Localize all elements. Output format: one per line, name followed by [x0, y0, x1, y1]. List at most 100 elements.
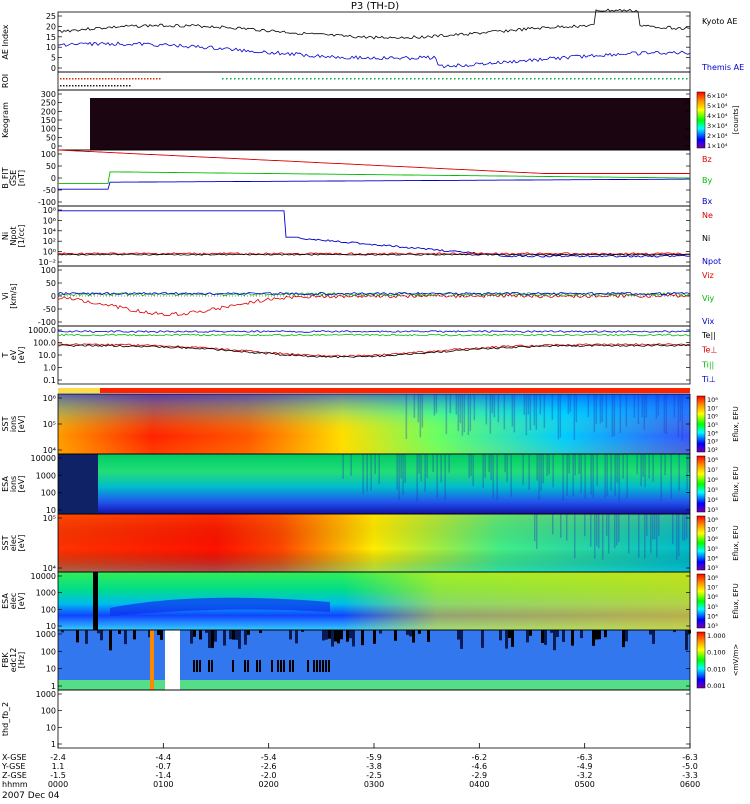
roi-marker	[446, 78, 448, 80]
colorbar-label: [counts]	[732, 105, 740, 134]
roi-marker	[129, 85, 131, 87]
fbk-cell	[550, 630, 553, 633]
fbk-cell	[244, 660, 246, 672]
spectrogram-streak	[638, 394, 640, 424]
fbk-cell	[199, 660, 201, 672]
x-tick-label: -3.3	[682, 771, 698, 780]
fbk-cell	[337, 630, 340, 643]
spectrogram-streak	[434, 394, 436, 416]
y-tick-label: 150	[41, 116, 56, 125]
spectrogram-streak	[634, 394, 636, 418]
spectrogram-streak	[678, 514, 680, 556]
series-ni	[58, 254, 690, 255]
colorbar-tick-label: 10⁴	[707, 612, 718, 620]
spectrogram-streak	[606, 454, 608, 496]
spectrogram-streak	[342, 454, 344, 479]
roi-marker	[658, 78, 660, 80]
y-tick-label: 10⁵	[43, 514, 56, 523]
y-tick-label: 1000.0	[28, 326, 56, 335]
spectrogram-streak	[528, 394, 530, 415]
spectrogram-streak	[584, 514, 586, 536]
spectrogram-streak	[646, 514, 648, 536]
spectrogram-streak	[414, 394, 416, 418]
spectrogram-streak	[600, 394, 602, 423]
x-tick-label: -5.0	[682, 762, 698, 771]
roi-marker	[90, 78, 92, 80]
roi-marker	[682, 78, 684, 80]
roi-marker	[156, 78, 158, 80]
y-tick-label: 1	[51, 740, 56, 749]
x-tick-label: 0200	[258, 780, 278, 789]
spectrogram-streak	[644, 454, 646, 487]
legend-bz: Bz	[702, 155, 712, 164]
roi-marker	[120, 85, 122, 87]
colorbar-tick-label: 10⁴	[707, 429, 718, 437]
spectrogram-streak	[490, 394, 492, 434]
y-tick-label: 10²	[43, 237, 56, 246]
spectrogram-streak	[424, 454, 426, 492]
y-tick-label: -50	[43, 186, 56, 195]
roi-marker	[290, 78, 292, 80]
spectrogram-streak	[672, 514, 674, 544]
roi-marker	[298, 78, 300, 80]
y-tick-label: 10000	[31, 572, 56, 581]
roi-marker	[126, 78, 128, 80]
roi-marker	[278, 78, 280, 80]
spectrogram-streak	[566, 514, 568, 541]
colorbar-tick-label: 10⁶	[707, 476, 718, 484]
legend-ti: Ti⊥	[701, 375, 716, 384]
y-tick-label: 0.1	[43, 376, 56, 385]
spectrogram-streak	[674, 394, 676, 418]
roi-marker	[123, 85, 125, 87]
fbk-cell	[562, 630, 565, 642]
y-tick-label: 10⁶	[43, 216, 56, 225]
spectrogram-streak	[418, 454, 420, 474]
y-axis-label: [km/s]	[9, 283, 18, 309]
roi-marker	[438, 78, 440, 80]
roi-marker	[366, 78, 368, 80]
legend-te: Te⊥	[701, 346, 717, 355]
roi-marker	[442, 78, 444, 80]
keogram-image	[90, 98, 690, 150]
colorbar	[697, 396, 705, 452]
spectrogram-streak	[522, 454, 524, 485]
spectrogram-streak	[686, 454, 688, 490]
roi-marker	[105, 78, 107, 80]
fbk-cell	[232, 630, 235, 640]
roi-marker	[522, 78, 524, 80]
roi-marker	[638, 78, 640, 80]
roi-marker	[159, 78, 161, 80]
roi-marker	[434, 78, 436, 80]
fbk-cell	[208, 630, 211, 648]
colorbar-tick-label: 1×10⁴	[707, 142, 728, 150]
y-tick-label: 5	[51, 54, 56, 63]
spectrogram-streak	[664, 394, 666, 433]
spectrogram-streak	[594, 514, 596, 559]
spectrogram-streak	[594, 394, 596, 432]
roi-marker	[542, 78, 544, 80]
sst-ions-overlay	[58, 394, 690, 454]
series-viz	[58, 294, 690, 316]
colorbar-tick-label: 10⁸	[707, 396, 718, 404]
fbk-cell	[592, 630, 595, 646]
panel-roi: ROI	[1, 72, 690, 90]
spectrogram-streak	[596, 514, 598, 546]
fbk-cell	[277, 660, 279, 672]
spectrogram-streak	[542, 454, 544, 483]
spectrogram-streak	[468, 394, 470, 435]
y-axis-label: ROI	[1, 74, 10, 88]
series-kyoto-ae	[58, 9, 690, 39]
roi-marker	[60, 78, 62, 80]
roi-marker	[486, 78, 488, 80]
x-tick-label: -5.4	[261, 753, 277, 762]
roi-marker	[406, 78, 408, 80]
x-tick-label: 0100	[153, 780, 173, 789]
esa-elec-overlay	[58, 572, 690, 630]
spectrogram-streak	[588, 394, 590, 417]
spectrogram-streak	[398, 454, 400, 500]
roi-marker	[554, 78, 556, 80]
colorbar-tick-label: 4×10⁴	[707, 112, 728, 120]
spectrogram-streak	[596, 454, 598, 486]
spectrogram-streak	[658, 394, 660, 416]
